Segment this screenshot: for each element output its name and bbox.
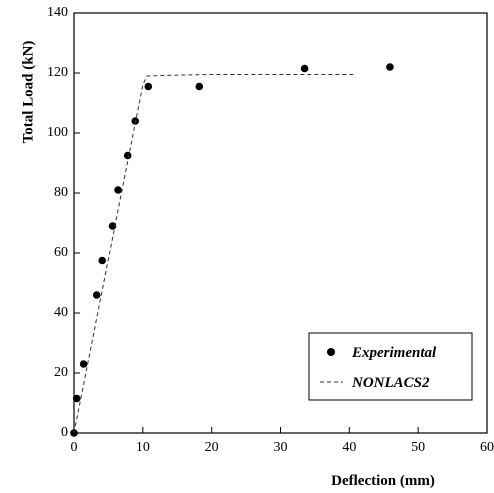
data-point-experimental [92,291,101,299]
data-point-experimental [72,394,81,403]
y-tick-label: 0 [61,425,68,440]
x-tick-label: 50 [411,440,425,455]
y-axis-title: Total Load (kN) [20,41,36,144]
legend-marker-experimental [327,348,335,356]
data-point-experimental [386,63,394,71]
data-point-experimental [79,360,88,368]
y-tick-label: 140 [47,5,68,20]
data-point-experimental [98,256,107,265]
x-axis-title: Deflection (mm) [331,473,435,489]
data-point-experimental [123,151,132,160]
y-axis: 0 20 40 60 80 100 120 140 [47,5,80,440]
x-axis: 0 10 20 30 40 50 60 [71,427,494,455]
x-tick-label: 40 [342,440,356,455]
legend: Experimental NONLACS2 [308,332,473,401]
y-tick-label: 80 [54,185,68,200]
x-tick-label: 0 [71,440,78,455]
data-point-experimental [195,82,204,91]
x-tick-label: 10 [136,440,150,455]
x-tick-label: 20 [205,440,219,455]
legend-label-nonlacs2: NONLACS2 [351,375,430,391]
y-tick-label: 60 [54,245,68,260]
y-tick-label: 20 [54,365,68,380]
y-tick-label: 120 [47,65,68,80]
y-tick-label: 100 [47,125,68,140]
y-tick-label: 40 [54,305,68,320]
legend-label-experimental: Experimental [351,345,437,361]
x-tick-label: 30 [274,440,288,455]
data-point-experimental [114,186,122,194]
series-layer [70,63,394,437]
legend-box [308,332,473,401]
x-tick-label: 60 [480,440,494,455]
data-point-experimental [300,64,309,73]
data-point-experimental [144,82,153,91]
series-line-nonlacs2 [73,74,357,434]
data-point-experimental [108,222,117,230]
